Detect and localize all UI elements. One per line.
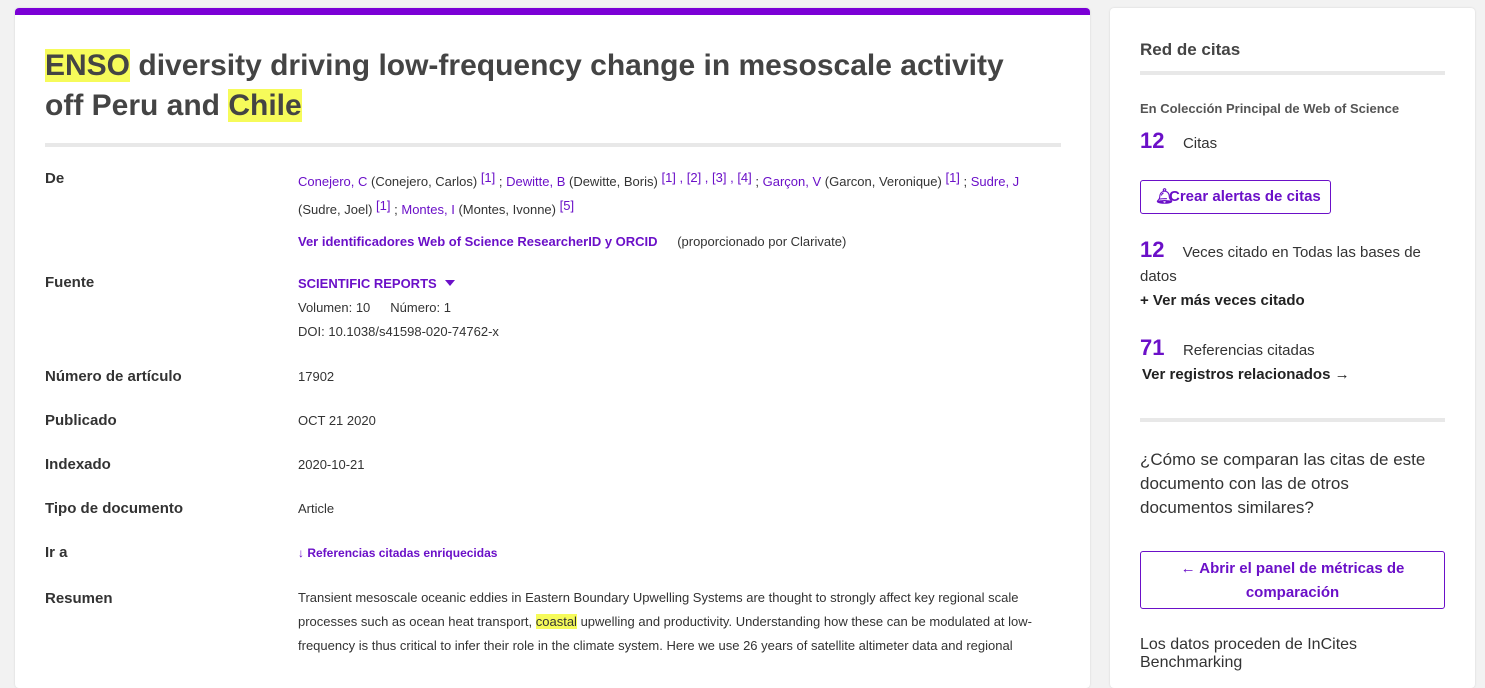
author-link-garcon[interactable]: Garçon, V <box>762 174 822 189</box>
source-block: SCIENTIFIC REPORTS Volumen: 10 Número: 1 … <box>298 272 499 344</box>
accent-bar <box>15 8 1090 15</box>
times-cited-row: 12 Veces citado en Todas las bases de da… <box>1140 238 1440 289</box>
record-title: ENSO diversity driving low-frequency cha… <box>45 46 1045 126</box>
collection-label: En Colección Principal de Web of Science <box>1140 101 1400 116</box>
compare-question: ¿Cómo se comparan las citas de este docu… <box>1140 450 1426 517</box>
sidebar-divider <box>1140 71 1445 75</box>
title-divider <box>45 143 1061 147</box>
author-fullname: (Dewitte, Boris) <box>565 174 662 189</box>
abstract-part: upwelling and productivity. Understandin… <box>298 614 1032 653</box>
citations-row: 12 Citas <box>1140 128 1440 154</box>
source-label: Fuente <box>45 274 95 291</box>
authors-list: Conejero, C (Conejero, Carlos) [1] ; Dew… <box>298 166 1058 222</box>
author-affiliation-ref[interactable]: [1] <box>945 170 960 185</box>
indexed-label: Indexado <box>45 456 111 473</box>
doc-type-label: Tipo de documento <box>45 500 184 517</box>
references-row: 71 Referencias citadas <box>1140 335 1440 361</box>
author-separator: ; <box>390 202 402 217</box>
author-link-montes[interactable]: Montes, I <box>401 202 455 217</box>
author-fullname: (Montes, Ivonne) <box>454 202 560 217</box>
author-affiliation-ref[interactable]: [1] <box>480 170 496 185</box>
references-count[interactable]: 71 <box>1140 335 1165 360</box>
published-value: OCT 21 2020 <box>298 413 376 428</box>
citations-label: Citas <box>1182 135 1218 152</box>
title-highlight-enso: ENSO <box>45 49 131 82</box>
abstract-label: Resumen <box>45 590 113 607</box>
published-label: Publicado <box>45 412 117 429</box>
times-cited-label: Veces citado en Todas las bases de datos <box>1140 244 1421 285</box>
citation-network-card: Red de citas En Colección Principal de W… <box>1110 8 1475 688</box>
author-affiliation-ref[interactable]: [1] , [2] , [3] , [4] <box>661 170 752 185</box>
sidebar-divider <box>1140 418 1445 422</box>
citation-network-heading: Red de citas <box>1140 40 1241 59</box>
chevron-down-icon[interactable] <box>444 280 455 286</box>
author-separator: ; <box>495 174 507 189</box>
author-separator: ; <box>959 174 971 189</box>
researcher-id-link[interactable]: Ver identificadores Web of Science Resea… <box>298 234 658 249</box>
enriched-references-link[interactable]: ↓ Referencias citadas enriquecidas <box>298 546 498 560</box>
provided-by-text: (proporcionado por Clarivate) <box>677 234 847 249</box>
article-number-label: Número de artículo <box>45 368 182 385</box>
bell-icon: 🔔︎ <box>1155 188 1175 205</box>
title-text: diversity driving low-frequency change i… <box>45 49 1004 122</box>
title-highlight-chile: Chile <box>228 89 302 122</box>
researcher-id-row: Ver identificadores Web of Science Resea… <box>298 230 846 254</box>
open-metrics-panel-button[interactable]: ← Abrir el panel de métricas de comparac… <box>1140 551 1445 609</box>
abstract-text: Transient mesoscale oceanic eddies in Ea… <box>298 586 1048 658</box>
abstract-highlight: coastal <box>535 614 577 629</box>
goto-row: ↓ Referencias citadas enriquecidas <box>298 541 497 565</box>
author-link-sudre[interactable]: Sudre, J <box>970 174 1020 189</box>
journal-link[interactable]: SCIENTIFIC REPORTS <box>298 276 437 291</box>
citations-count[interactable]: 12 <box>1140 128 1165 153</box>
create-citation-alert-button[interactable]: 🔔︎Crear alertas de citas <box>1140 180 1331 214</box>
author-fullname: (Garcon, Veronique) <box>821 174 946 189</box>
times-cited-count[interactable]: 12 <box>1140 237 1165 262</box>
authors-label: De <box>45 170 65 187</box>
volume-text: Volumen: 10 <box>298 300 371 315</box>
doc-type-value: Article <box>298 501 335 516</box>
related-records-link[interactable]: Ver registros relacionados → <box>1142 366 1350 383</box>
data-source-text: Los datos proceden de InCites Benchmarki… <box>1140 636 1358 671</box>
author-affiliation-ref[interactable]: [5] <box>559 198 575 213</box>
goto-label: Ir a <box>45 544 68 561</box>
article-number-value: 17902 <box>298 369 335 384</box>
author-link-conejero[interactable]: Conejero, C <box>298 174 368 189</box>
issue-text: Número: 1 <box>390 300 451 315</box>
author-separator: ; <box>751 174 763 189</box>
author-fullname: (Sudre, Joel) <box>298 202 377 217</box>
indexed-value: 2020-10-21 <box>298 457 365 472</box>
doi-text: DOI: 10.1038/s41598-020-74762-x <box>298 324 499 339</box>
author-fullname: (Conejero, Carlos) <box>367 174 481 189</box>
abstract-part: Transient mesoscale oceanic eddies in Ea… <box>298 590 1019 629</box>
more-times-cited-link[interactable]: + Ver más veces citado <box>1140 292 1305 309</box>
author-link-dewitte[interactable]: Dewitte, B <box>506 174 566 189</box>
record-card: ENSO diversity driving low-frequency cha… <box>15 8 1090 688</box>
create-alert-label: Crear alertas de citas <box>1169 188 1321 205</box>
references-label: Referencias citadas <box>1182 342 1315 359</box>
author-affiliation-ref[interactable]: [1] <box>376 198 391 213</box>
